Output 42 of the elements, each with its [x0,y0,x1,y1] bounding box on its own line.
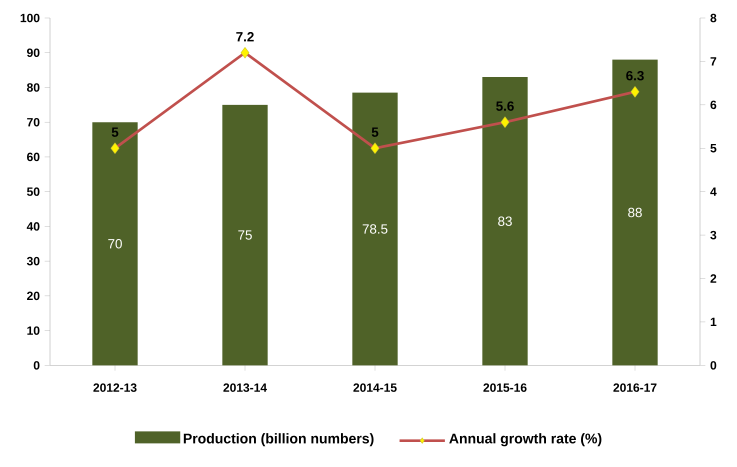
x-tick-label: 2014-15 [353,383,397,392]
y-tick-label: 20 [27,292,40,300]
y2-tick-label: 6 [710,100,716,110]
y2-tick-label: 5 [710,144,716,152]
y-tick-label: 80 [26,83,40,92]
data-label: 5 [372,128,378,137]
y-tick-label: 100 [20,14,40,22]
y-tick-label: 40 [26,222,40,231]
y2-tick-label: 7 [710,57,716,66]
y2-tick-label: 8 [710,14,716,22]
data-label: 5.6 [496,101,514,111]
y2-tick-label: 2 [710,274,716,283]
y-tick-label: 90 [27,48,40,57]
data-label: 7.2 [236,32,254,42]
x-tick-label: 2015-16 [483,383,527,392]
y2-tick-label: 3 [710,230,716,240]
y-tick-label: 50 [26,187,40,196]
data-label: 78.5 [362,224,388,234]
y2-tick-label: 1 [710,318,716,326]
bar [222,104,268,366]
bar [612,60,658,366]
y2-tick-label: 0 [710,361,716,370]
x-tick-label: 2016-17 [613,383,656,392]
data-label: 83 [498,216,512,226]
data-label: 70 [108,239,122,248]
bar [352,92,398,366]
y-tick-label: 10 [27,326,40,335]
legend-label: Annual growth rate (%) [449,433,602,446]
data-label: 6.3 [626,70,644,80]
bar [482,77,528,366]
legend-label: Production (billion numbers) [184,433,374,446]
bar [92,122,138,366]
y-tick-label: 0 [34,361,40,370]
x-tick-label: 2012-13 [93,383,137,392]
y-tick-label: 70 [27,118,40,126]
x-tick-label: 2013-14 [223,383,267,392]
data-label: 88 [628,208,642,218]
y-tick-label: 30 [26,256,40,266]
y-tick-label: 60 [27,152,40,162]
y2-tick-label: 4 [710,188,717,196]
data-label: 5 [112,128,118,137]
data-label: 75 [238,230,252,240]
